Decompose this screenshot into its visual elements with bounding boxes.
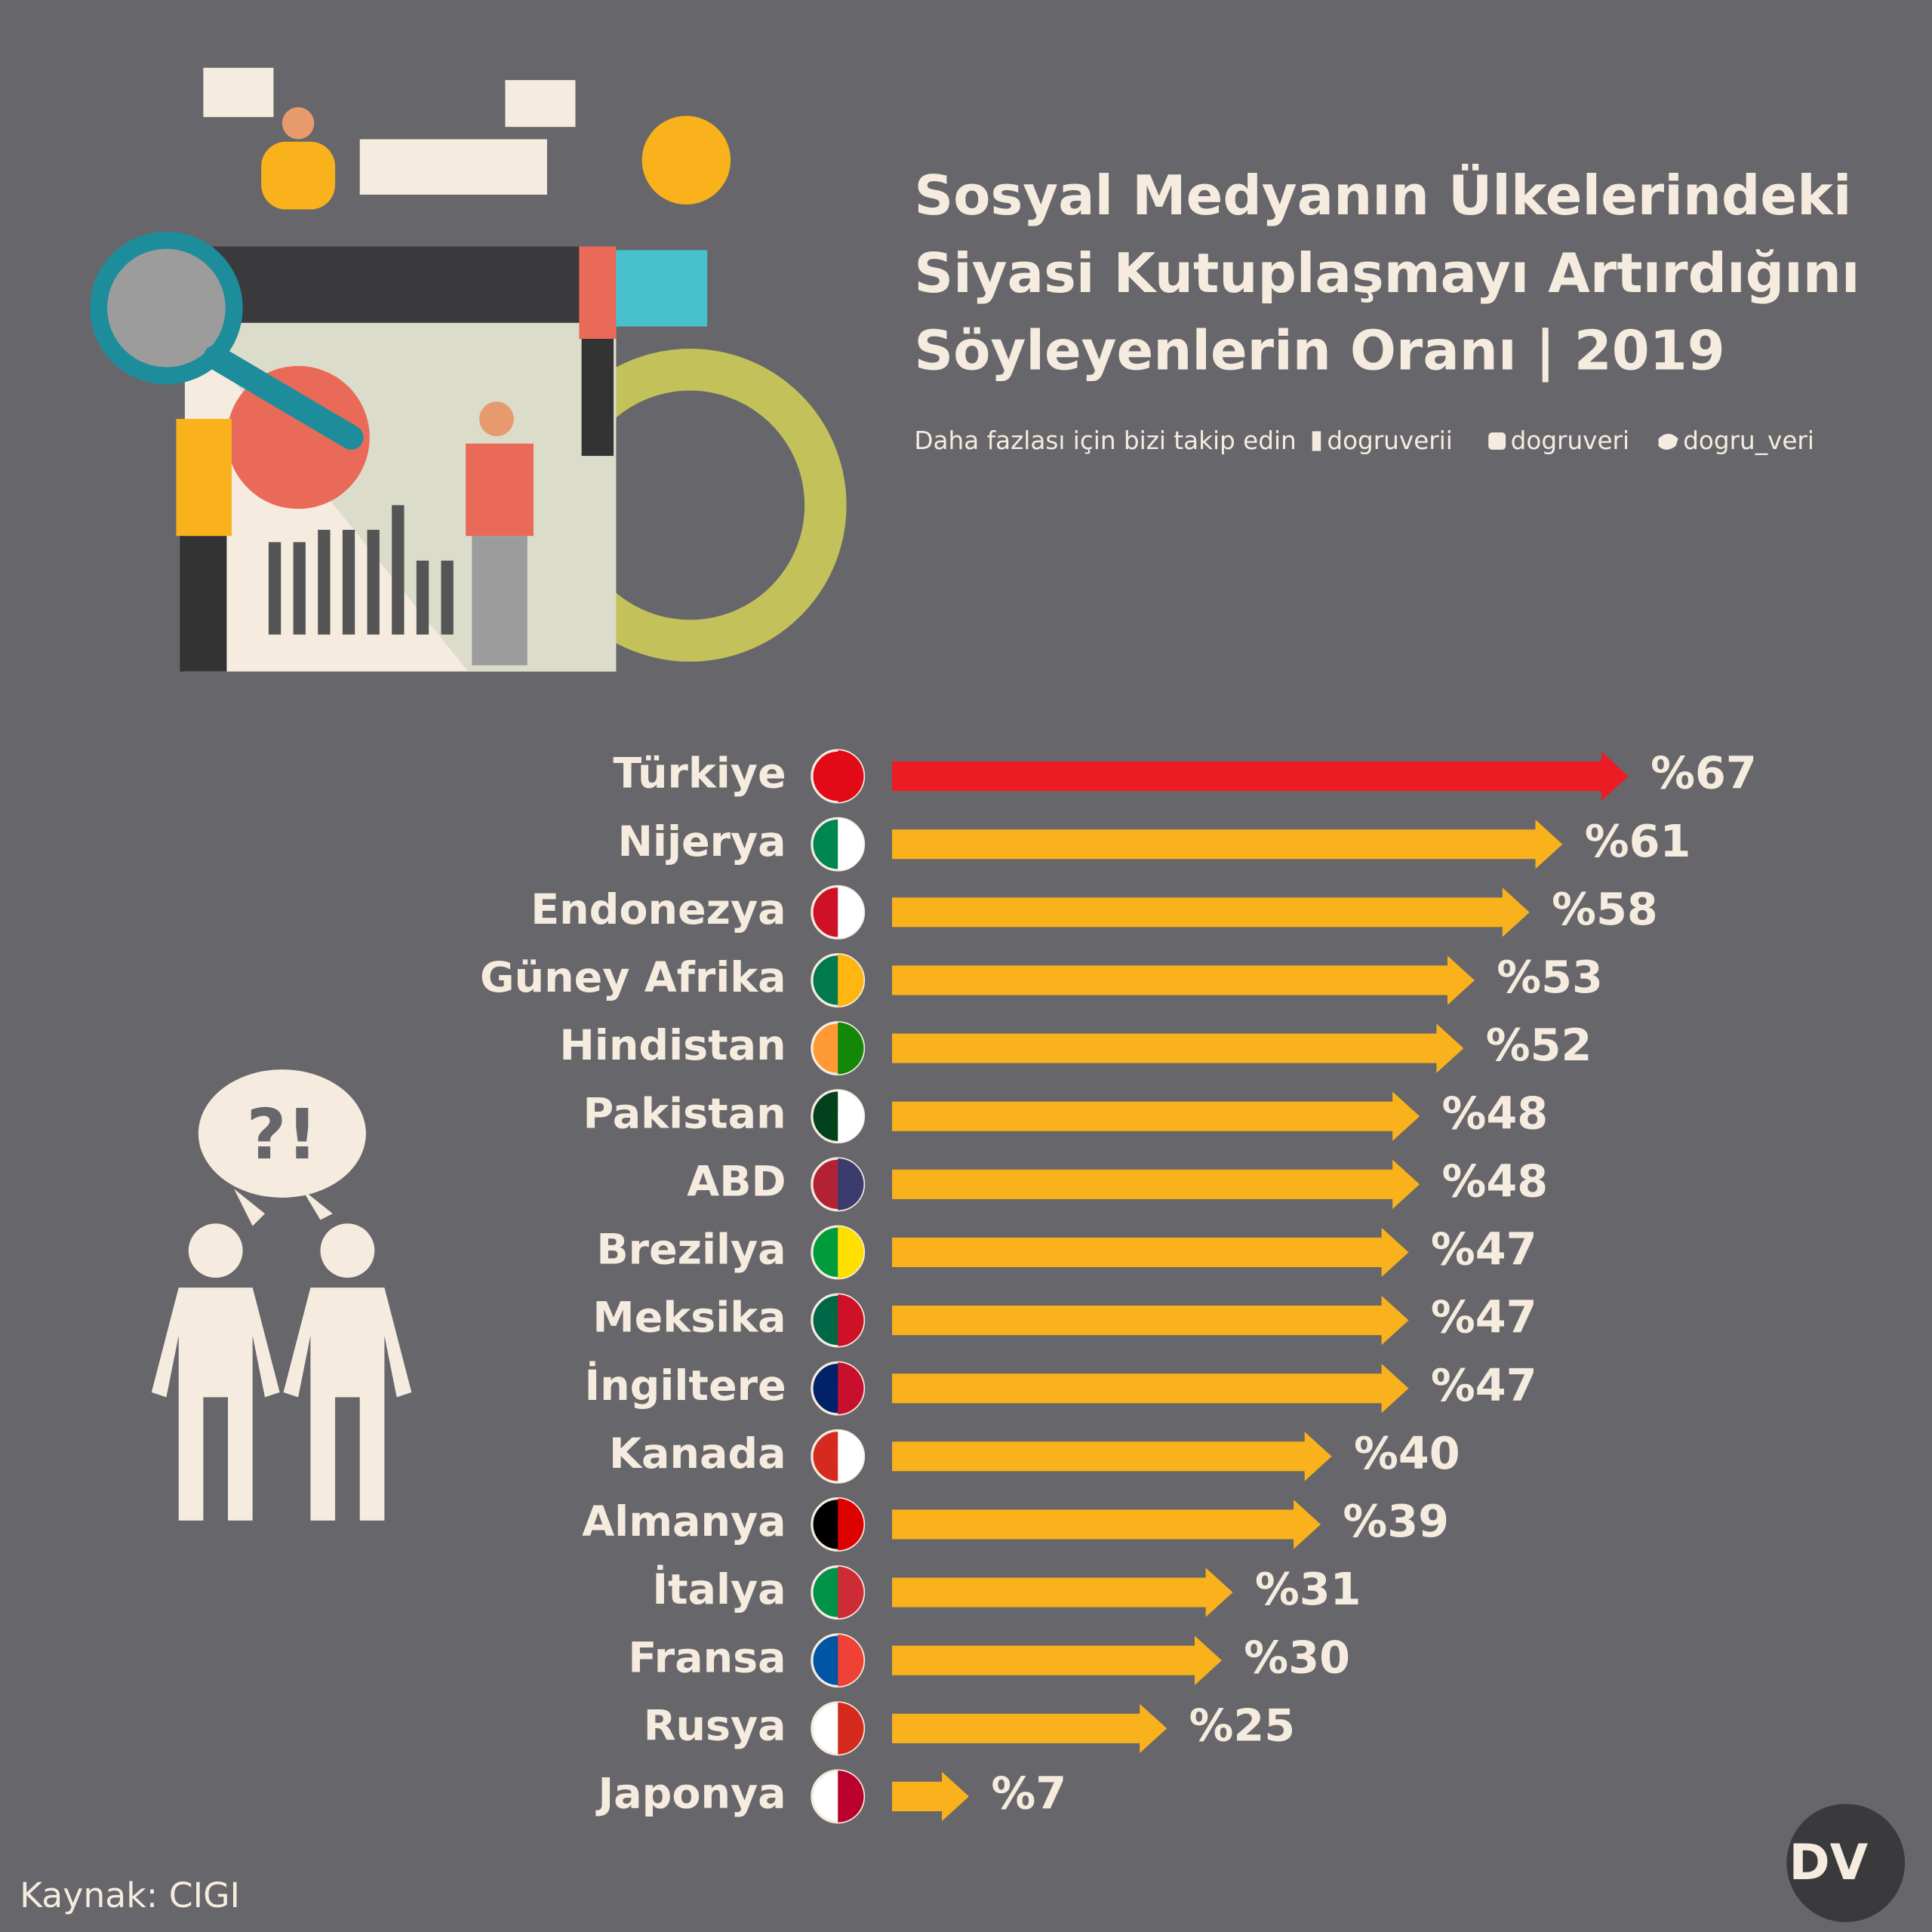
category-label: Endonezya — [531, 885, 786, 934]
bar-arrow — [892, 820, 1563, 869]
flag-part — [838, 954, 864, 1007]
value-label: %53 — [1497, 951, 1603, 1003]
value-label: %58 — [1552, 883, 1658, 935]
icon-glyph: ?! — [247, 1094, 318, 1175]
logo: DV — [1789, 1834, 1868, 1891]
logo-badge — [1786, 1804, 1906, 1922]
source: Kaynak: CIGI — [20, 1875, 240, 1915]
flag-part — [838, 1158, 864, 1211]
bar-arrow — [892, 888, 1530, 937]
value-label: %30 — [1244, 1631, 1350, 1683]
flag-part — [838, 1703, 864, 1755]
category-label: Kanada — [609, 1429, 786, 1478]
flag-part — [838, 1294, 864, 1346]
category-label: Fransa — [628, 1633, 786, 1682]
value-label: %31 — [1255, 1563, 1361, 1615]
flag-part — [838, 1566, 864, 1619]
category-label: Brezilya — [596, 1226, 786, 1275]
value-label: %61 — [1585, 815, 1691, 867]
bar-arrow — [892, 1432, 1332, 1481]
title-line: Sosyal Medyanın Ülkelerindeki — [914, 164, 1851, 227]
value-label: %48 — [1441, 1155, 1548, 1207]
value-label: %40 — [1354, 1427, 1460, 1479]
category-label: ABD — [687, 1157, 786, 1206]
flag-part — [838, 1226, 864, 1278]
bar-arrow — [892, 1091, 1420, 1141]
flag-part — [838, 750, 864, 802]
bar-arrow — [892, 955, 1475, 1005]
title-line: Söyleyenlerin Oranı | 2019 — [914, 319, 1724, 383]
bar-arrow — [892, 1227, 1409, 1278]
value-label: %47 — [1431, 1359, 1537, 1411]
flag-part — [838, 1022, 864, 1075]
value-label: %39 — [1343, 1495, 1449, 1547]
category-label: Almanya — [582, 1497, 786, 1546]
social-icon — [1488, 432, 1506, 450]
category-label: İngiltere — [585, 1361, 786, 1411]
category-label: Pakistan — [583, 1089, 786, 1138]
value-label: %67 — [1651, 747, 1757, 799]
value-label: %52 — [1486, 1019, 1592, 1071]
illustration — [90, 67, 847, 672]
value-label: %7 — [991, 1767, 1066, 1820]
flag-part — [838, 1090, 864, 1143]
bar-arrow — [892, 1703, 1168, 1753]
category-label: Güney Afrika — [480, 953, 786, 1002]
flag-part — [838, 1362, 864, 1414]
social-handle: dogru_veri — [1683, 426, 1814, 455]
category-label: Nijerya — [617, 817, 786, 866]
flag-part — [838, 886, 864, 939]
bar-arrow — [892, 1159, 1420, 1209]
follow-text: Daha fazlası için bizi takip edin — [914, 426, 1296, 455]
category-label: İtalya — [652, 1565, 786, 1614]
flag-part — [838, 818, 864, 870]
flag-part — [838, 1770, 864, 1823]
title-line: Siyasi Kutuplaşmayı Artırdığını — [914, 242, 1860, 305]
flag-part — [838, 1498, 864, 1551]
category-label: Meksika — [592, 1294, 786, 1343]
bar-arrow — [892, 1500, 1321, 1549]
social-handle: dogruverii — [1327, 426, 1452, 455]
bar-arrow — [892, 1567, 1233, 1617]
bar-arrow — [892, 1771, 969, 1822]
social-handle: dogruveri — [1511, 426, 1629, 455]
flag-part — [838, 1430, 864, 1483]
flag-part — [838, 1634, 864, 1687]
value-label: %47 — [1431, 1223, 1537, 1275]
people-icon: ?! — [151, 1069, 412, 1521]
bar-arrow — [892, 1635, 1222, 1685]
value-label: %48 — [1441, 1087, 1548, 1139]
social-icon — [1658, 433, 1678, 450]
bar-arrow — [892, 1364, 1409, 1414]
bar-arrow — [892, 751, 1629, 801]
category-label: Rusya — [644, 1701, 786, 1750]
value-label: %25 — [1189, 1699, 1296, 1751]
category-label: Türkiye — [613, 749, 786, 798]
bar-arrow — [892, 1295, 1409, 1346]
category-label: Hindistan — [559, 1021, 786, 1070]
value-label: %47 — [1431, 1291, 1537, 1343]
category-label: Japonya — [595, 1770, 786, 1819]
bar-arrow — [892, 1023, 1464, 1073]
social-icon — [1312, 431, 1321, 451]
